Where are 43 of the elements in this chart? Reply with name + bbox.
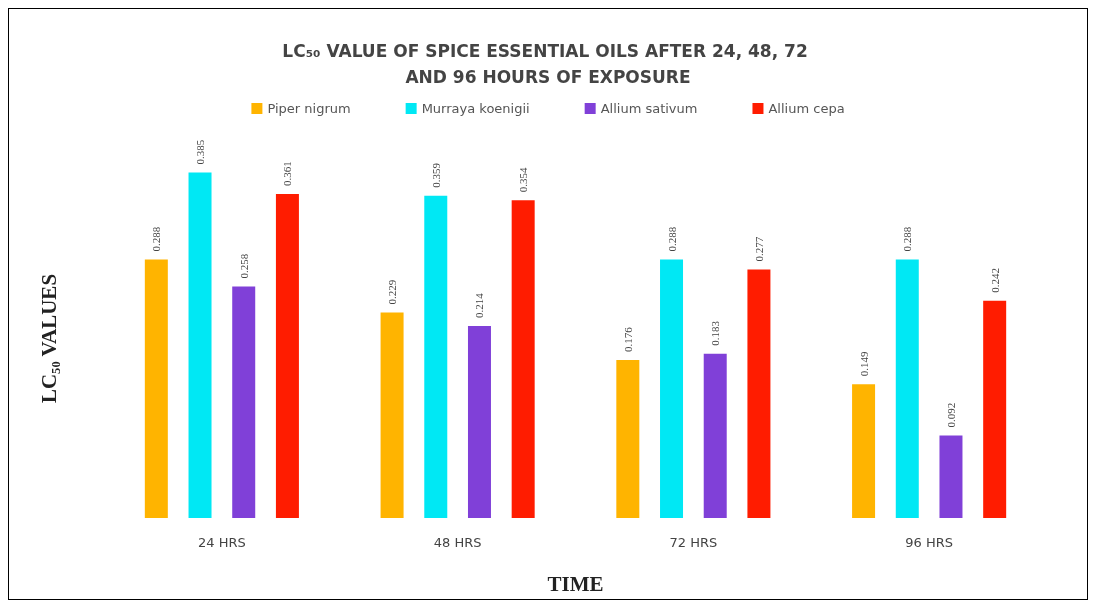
bar: [616, 360, 640, 518]
data-label: 0.354: [517, 167, 530, 193]
x-tick-label: 72 HRS: [669, 535, 718, 550]
legend-label: Murraya koenigii: [421, 101, 530, 116]
bar: [467, 325, 491, 518]
bar: [188, 172, 212, 518]
bar: [232, 286, 256, 518]
x-tick-label: 24 HRS: [198, 535, 246, 550]
data-label: 0.149: [857, 351, 870, 377]
bar: [895, 259, 919, 518]
data-label: 0.288: [150, 226, 163, 252]
data-label: 0.288: [665, 226, 678, 252]
data-label: 0.288: [901, 226, 914, 252]
y-axis-title: LC₅₀ VALUES: [36, 273, 61, 404]
legend-label: Piper nigrum: [267, 101, 351, 116]
data-label: 0.229: [386, 279, 399, 305]
bar: [144, 259, 168, 518]
bar: [660, 259, 684, 518]
data-label: 0.385: [194, 139, 207, 165]
bar: [275, 194, 299, 518]
bar: [852, 384, 876, 518]
data-label: 0.176: [621, 326, 634, 353]
data-label: 0.242: [988, 268, 1001, 293]
data-label: 0.361: [281, 161, 294, 186]
bar: [511, 200, 535, 518]
x-axis-title: TIME: [547, 571, 604, 596]
bar: [380, 312, 404, 518]
legend-label: Allium cepa: [768, 101, 845, 116]
x-tick-label: 96 HRS: [905, 535, 953, 550]
legend-label: Allium sativum: [600, 101, 698, 116]
bar: [983, 300, 1007, 518]
data-label: 0.092: [944, 402, 957, 428]
x-tick-label: 48 HRS: [433, 535, 482, 550]
bar: [747, 269, 771, 518]
data-label: 0.183: [709, 320, 722, 346]
data-label: 0.277: [752, 236, 765, 262]
bar: [703, 353, 727, 518]
bar: [939, 435, 963, 518]
bar: [424, 195, 448, 518]
data-label: 0.258: [237, 253, 250, 279]
data-label: 0.214: [473, 292, 486, 318]
data-label: 0.359: [429, 162, 442, 188]
chart-title: LC₅₀ VALUE OF SPICE ESSENTIAL OILS AFTER 24, 48, 72 AND 96 HOURS OF EXPOSURE: [282, 41, 814, 87]
